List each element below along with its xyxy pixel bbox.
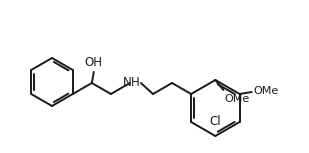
Text: Cl: Cl bbox=[210, 115, 221, 128]
Text: H: H bbox=[131, 75, 140, 88]
Text: N: N bbox=[123, 75, 132, 88]
Text: OMe: OMe bbox=[224, 94, 250, 104]
Text: OH: OH bbox=[85, 56, 103, 69]
Text: OMe: OMe bbox=[254, 86, 279, 96]
